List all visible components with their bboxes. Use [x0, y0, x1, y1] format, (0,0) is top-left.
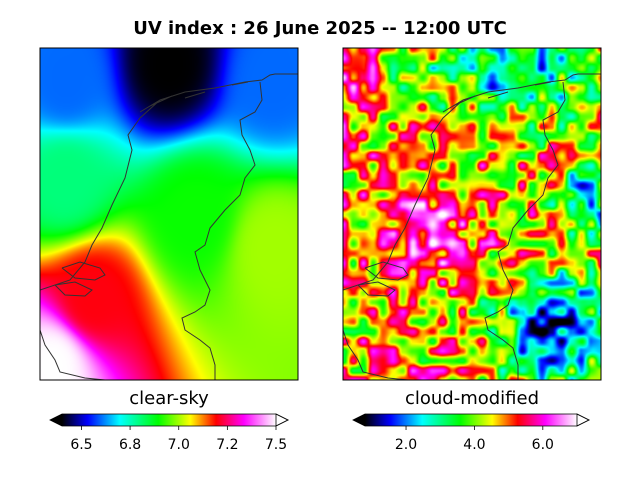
colorbar-clear-sky: 6.5 6.8 7.0 7.2 7.5 [49, 413, 289, 453]
colorbar-1-tick-label: 4.0 [463, 437, 485, 453]
colorbar-0-tick-label: 7.5 [265, 437, 287, 453]
coastline-left [40, 73, 298, 380]
panel-title-cloud-modified: cloud-modified [405, 388, 539, 409]
panel-clear-sky: clear-sky [39, 47, 299, 409]
coastline-right [343, 73, 601, 380]
colorbar-0-tick-label: 6.8 [119, 437, 141, 453]
colorbar-right-extend-min [353, 414, 365, 426]
colorbar-left-bar [62, 414, 276, 426]
colorbar-right-bar [365, 414, 577, 426]
colorbar-left-extend-max [275, 413, 289, 427]
figure-title: UV index : 26 June 2025 -- 12:00 UTC [133, 18, 507, 39]
panel-cloud-modified: cloud-modified [342, 47, 602, 409]
colorbar-0-tick-label: 7.2 [216, 437, 238, 453]
colorbar-cloud-modified: 2.0 4.0 6.0 [352, 413, 590, 453]
panel-frame-left [39, 47, 299, 381]
colorbar-0-tick-label: 7.0 [168, 437, 190, 453]
colorbar-1-tick-label: 2.0 [395, 437, 417, 453]
colorbar-right-extend-max [576, 413, 590, 427]
colorbar-0-tick-label: 6.5 [70, 437, 92, 453]
colorbar-left-extend-min [50, 414, 62, 426]
panel-title-clear-sky: clear-sky [129, 388, 209, 409]
colorbar-1-tick-label: 6.0 [532, 437, 554, 453]
panel-frame-right [342, 47, 602, 381]
